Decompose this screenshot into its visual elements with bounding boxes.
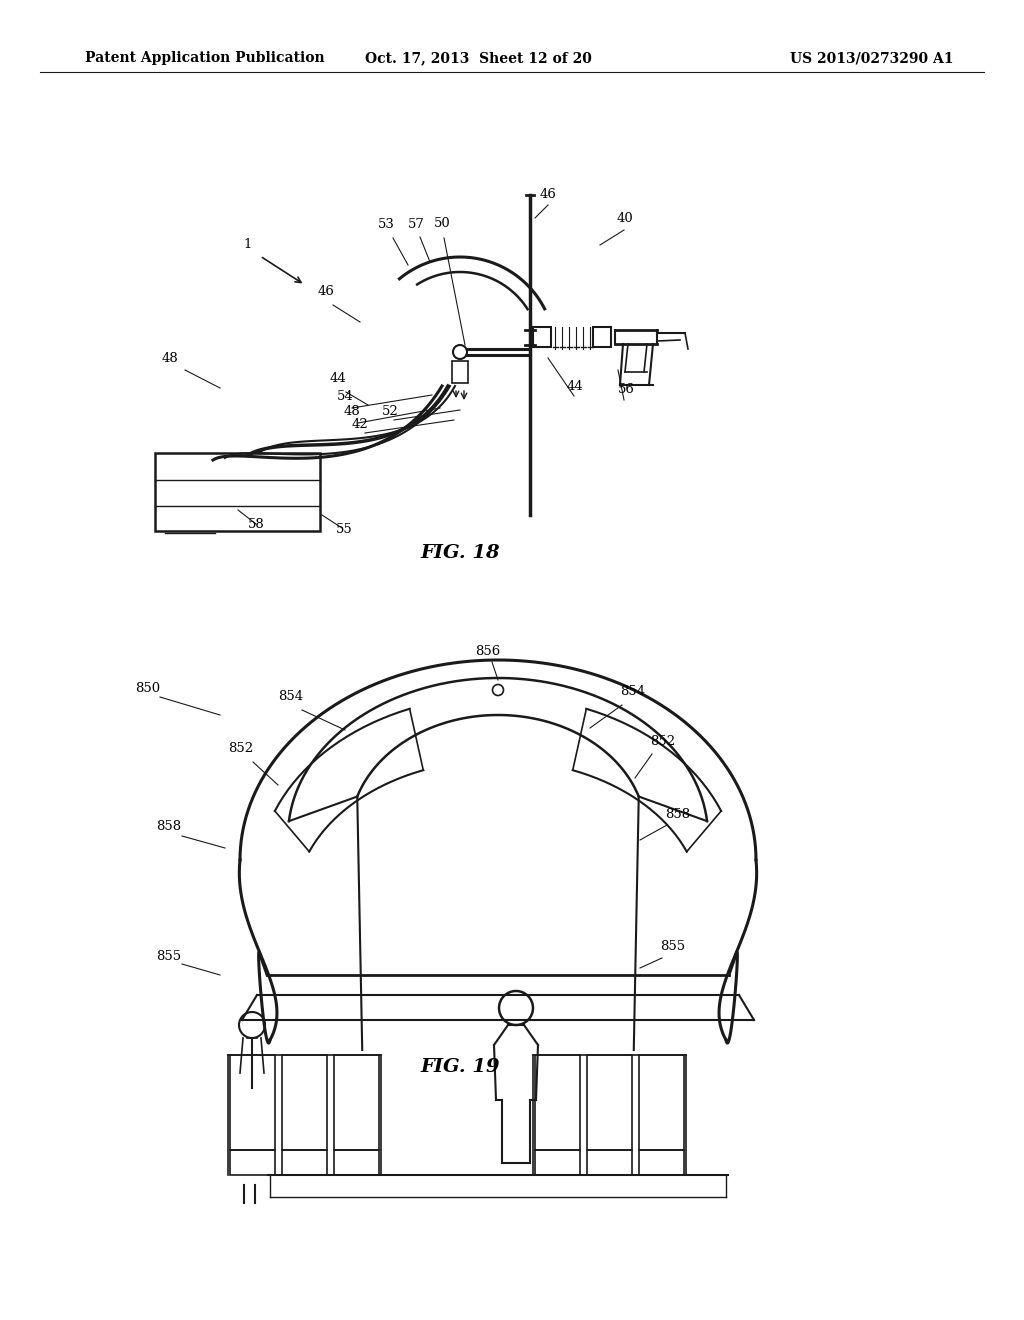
Text: 856: 856 (475, 645, 501, 657)
Bar (452, 360, 468, 383)
Text: Patent Application Publication: Patent Application Publication (85, 51, 325, 65)
Circle shape (453, 345, 467, 359)
Circle shape (239, 1012, 265, 1038)
Text: 44: 44 (330, 372, 347, 385)
Bar (230, 1055, 275, 1150)
Text: 52: 52 (382, 405, 398, 418)
Text: 50: 50 (434, 216, 451, 230)
Text: 46: 46 (540, 187, 557, 201)
Bar (639, 1055, 684, 1150)
Text: 55: 55 (336, 523, 352, 536)
Text: 852: 852 (650, 735, 675, 748)
Text: 48: 48 (344, 405, 360, 418)
Text: 858: 858 (665, 808, 690, 821)
Text: 42: 42 (352, 418, 369, 432)
Bar (334, 1055, 379, 1150)
Bar (155, 453, 319, 531)
Text: 54: 54 (337, 389, 353, 403)
Circle shape (493, 685, 504, 696)
Bar (230, 1150, 275, 1175)
Bar (282, 1150, 327, 1175)
Text: FIG. 19: FIG. 19 (420, 1059, 500, 1076)
Text: 57: 57 (408, 218, 425, 231)
Text: 56: 56 (618, 383, 635, 396)
Text: 44: 44 (567, 380, 584, 393)
Text: 858: 858 (156, 820, 181, 833)
Text: US 2013/0273290 A1: US 2013/0273290 A1 (790, 51, 953, 65)
Text: 852: 852 (228, 742, 253, 755)
Text: FIG. 18: FIG. 18 (420, 544, 500, 562)
Text: Oct. 17, 2013  Sheet 12 of 20: Oct. 17, 2013 Sheet 12 of 20 (365, 51, 592, 65)
Bar (587, 1150, 632, 1175)
Text: 850: 850 (135, 682, 160, 696)
Text: 1: 1 (243, 238, 251, 251)
Text: 40: 40 (617, 213, 634, 224)
Bar (535, 1150, 580, 1175)
Bar (282, 1055, 327, 1150)
Text: 46: 46 (318, 285, 335, 298)
Bar (587, 1055, 632, 1150)
Text: 58: 58 (248, 517, 265, 531)
Bar (639, 1150, 684, 1175)
Text: 53: 53 (378, 218, 395, 231)
Text: 855: 855 (156, 950, 181, 964)
Bar (535, 1055, 580, 1150)
Bar (534, 327, 551, 347)
Text: 854: 854 (278, 690, 303, 704)
Bar (334, 1150, 379, 1175)
Text: 48: 48 (162, 352, 179, 366)
Text: 854: 854 (620, 685, 645, 698)
Bar (593, 327, 611, 347)
Circle shape (499, 991, 534, 1026)
Text: 855: 855 (660, 940, 685, 953)
